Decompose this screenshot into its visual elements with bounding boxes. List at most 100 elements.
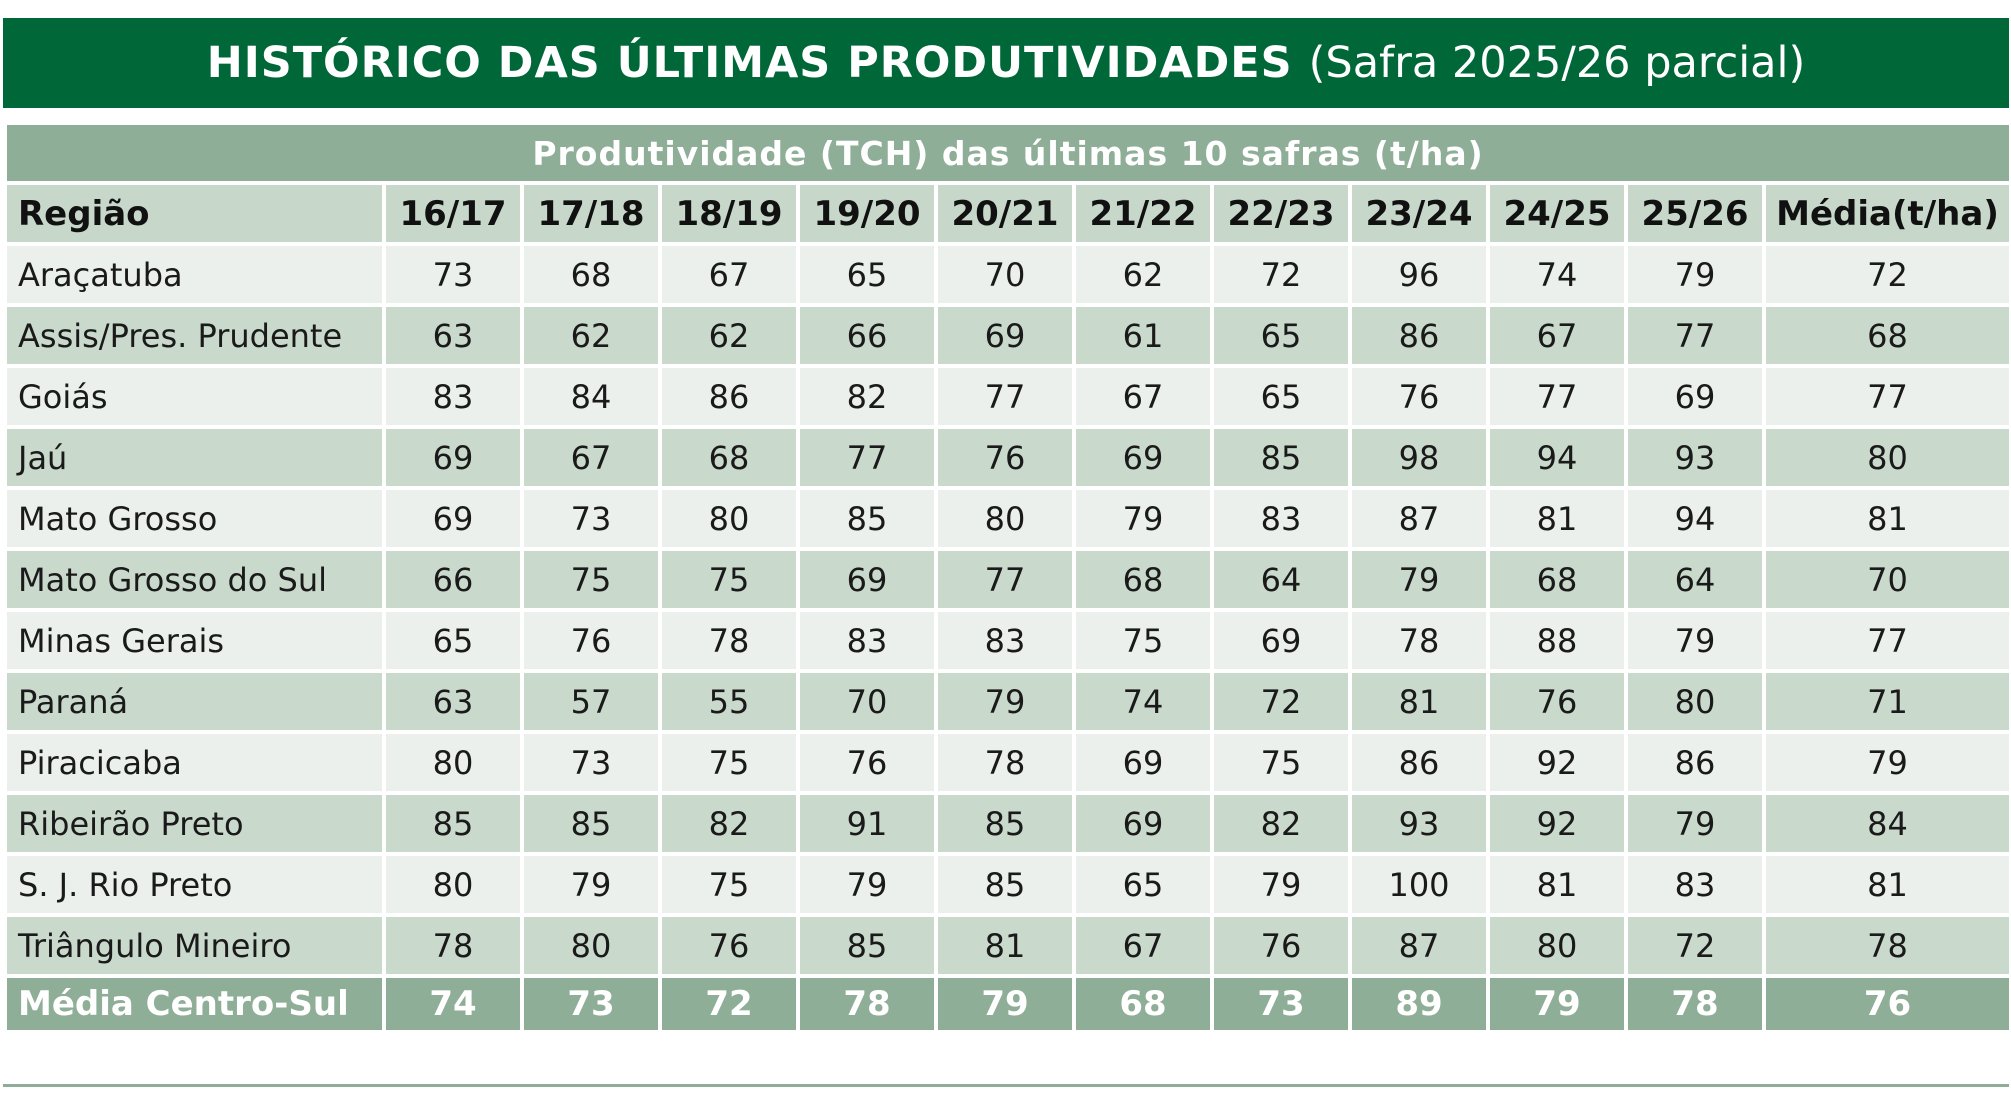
value-cell: 81 xyxy=(934,913,1076,978)
value-cell: 80 xyxy=(1486,913,1628,978)
value-cell: 57 xyxy=(520,669,662,734)
region-name-cell: Assis/Pres. Prudente xyxy=(3,303,386,368)
value-cell: 66 xyxy=(796,303,938,368)
value-cell: 78 xyxy=(1348,608,1490,673)
value-cell: 70 xyxy=(796,669,938,734)
region-name-cell: S. J. Rio Preto xyxy=(3,852,386,917)
value-cell: 69 xyxy=(1072,791,1214,856)
value-cell: 86 xyxy=(1624,730,1766,795)
value-cell: 79 xyxy=(1210,852,1352,917)
page-title-bar: HISTÓRICO DAS ÚLTIMAS PRODUTIVIDADES (Sa… xyxy=(3,18,2009,108)
value-cell: 79 xyxy=(1624,242,1766,307)
value-cell: 84 xyxy=(520,364,662,429)
value-cell: 96 xyxy=(1348,242,1490,307)
value-cell: 68 xyxy=(1486,547,1628,612)
table-bottom-divider xyxy=(3,1084,2009,1087)
table-row: Piracicaba 80 73 75 76 78 69 75 86 92 86 79 xyxy=(3,730,2011,795)
value-cell: 93 xyxy=(1348,791,1490,856)
table-row: Triângulo Mineiro 78 80 76 85 81 67 76 87 80 72 78 xyxy=(3,913,2011,978)
value-cell: 65 xyxy=(1210,303,1352,368)
value-cell: 73 xyxy=(520,486,662,551)
value-cell: 93 xyxy=(1624,425,1766,490)
value-cell: 100 xyxy=(1348,852,1490,917)
value-cell: 69 xyxy=(382,486,524,551)
value-cell: 73 xyxy=(520,730,662,795)
value-cell: 72 xyxy=(1624,913,1766,978)
value-cell: 88 xyxy=(1486,608,1628,673)
value-cell: 67 xyxy=(658,242,800,307)
value-cell: 76 xyxy=(1210,913,1352,978)
value-cell: 74 xyxy=(1486,242,1628,307)
column-header-season: 20/21 xyxy=(934,181,1076,246)
value-cell: 76 xyxy=(796,730,938,795)
value-cell: 65 xyxy=(796,242,938,307)
average-value-cell: 81 xyxy=(1761,852,2011,917)
value-cell: 83 xyxy=(382,364,524,429)
value-cell: 75 xyxy=(1210,730,1352,795)
value-cell: 76 xyxy=(934,425,1076,490)
value-cell: 69 xyxy=(1624,364,1766,429)
value-cell: 69 xyxy=(1072,730,1214,795)
value-cell: 64 xyxy=(1210,547,1352,612)
value-cell: 64 xyxy=(1624,547,1766,612)
value-cell: 67 xyxy=(1072,364,1214,429)
value-cell: 69 xyxy=(934,303,1076,368)
value-cell: 83 xyxy=(796,608,938,673)
value-cell: 63 xyxy=(382,303,524,368)
region-name-cell: Triângulo Mineiro xyxy=(3,913,386,978)
value-cell: 74 xyxy=(1072,669,1214,734)
value-cell: 77 xyxy=(1624,303,1766,368)
column-header-season: 23/24 xyxy=(1348,181,1490,246)
value-cell: 91 xyxy=(796,791,938,856)
value-cell: 77 xyxy=(1486,364,1628,429)
value-cell: 67 xyxy=(520,425,662,490)
total-value-cell: 73 xyxy=(1210,974,1352,1034)
value-cell: 75 xyxy=(658,547,800,612)
table-row: Assis/Pres. Prudente 63 62 62 66 69 61 65 86 67 77… xyxy=(3,303,2011,368)
total-value-cell: 76 xyxy=(1761,974,2011,1034)
value-cell: 82 xyxy=(1210,791,1352,856)
value-cell: 86 xyxy=(658,364,800,429)
value-cell: 79 xyxy=(1624,791,1766,856)
value-cell: 80 xyxy=(934,486,1076,551)
value-cell: 73 xyxy=(382,242,524,307)
value-cell: 82 xyxy=(658,791,800,856)
value-cell: 94 xyxy=(1486,425,1628,490)
value-cell: 72 xyxy=(1210,669,1352,734)
table-row: Paraná 63 57 55 70 79 74 72 81 76 80 71 xyxy=(3,669,2011,734)
value-cell: 81 xyxy=(1486,486,1628,551)
value-cell: 69 xyxy=(796,547,938,612)
value-cell: 63 xyxy=(382,669,524,734)
value-cell: 85 xyxy=(796,913,938,978)
value-cell: 80 xyxy=(382,852,524,917)
value-cell: 79 xyxy=(1072,486,1214,551)
column-header-season: 22/23 xyxy=(1210,181,1352,246)
region-name-cell: Araçatuba xyxy=(3,242,386,307)
table-body: Araçatuba 73 68 67 65 70 62 72 96 74 79 72 Assis/Pre… xyxy=(3,242,2011,1034)
value-cell: 83 xyxy=(1624,852,1766,917)
value-cell: 75 xyxy=(1072,608,1214,673)
value-cell: 85 xyxy=(796,486,938,551)
value-cell: 69 xyxy=(382,425,524,490)
table-row: Mato Grosso do Sul 66 75 75 69 77 68 64 79 68 64 70 xyxy=(3,547,2011,612)
average-value-cell: 70 xyxy=(1761,547,2011,612)
average-value-cell: 78 xyxy=(1761,913,2011,978)
value-cell: 76 xyxy=(1348,364,1490,429)
column-header-season: 16/17 xyxy=(382,181,524,246)
value-cell: 79 xyxy=(520,852,662,917)
column-header-average: Média(t/ha) xyxy=(1761,181,2011,246)
table-subtitle-row: Produtividade (TCH) das últimas 10 safra… xyxy=(2,121,2011,185)
value-cell: 79 xyxy=(1348,547,1490,612)
value-cell: 85 xyxy=(382,791,524,856)
value-cell: 78 xyxy=(934,730,1076,795)
value-cell: 85 xyxy=(1210,425,1352,490)
table-row: Minas Gerais 65 76 78 83 83 75 69 78 88 79 77 xyxy=(3,608,2011,673)
region-name-cell: Mato Grosso xyxy=(3,486,386,551)
total-value-cell: 72 xyxy=(658,974,800,1034)
table-header-row: Região 16/17 17/18 18/19 19/20 20/21 21/22 22/2… xyxy=(3,181,2011,246)
value-cell: 75 xyxy=(520,547,662,612)
value-cell: 62 xyxy=(520,303,662,368)
value-cell: 55 xyxy=(658,669,800,734)
total-value-cell: 74 xyxy=(382,974,524,1034)
total-label-cell: Média Centro-Sul xyxy=(3,974,386,1034)
